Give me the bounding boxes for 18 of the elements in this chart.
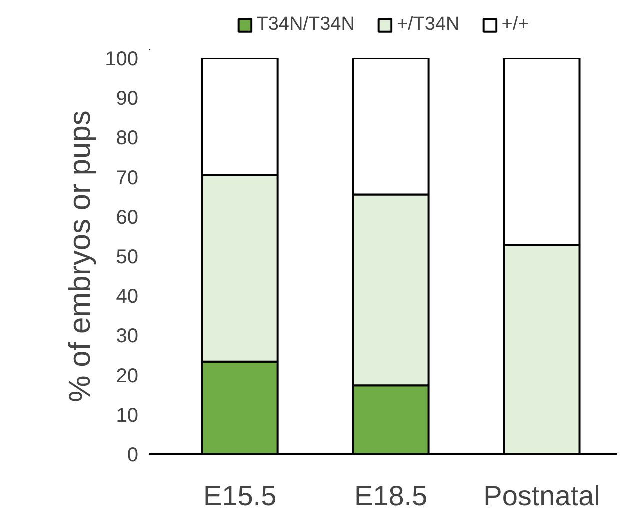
y-tick-label: 60 xyxy=(116,206,139,229)
x-tick-label: E18.5 xyxy=(354,480,428,512)
y-tick-label: 0 xyxy=(127,444,138,466)
legend-label: +/T34N xyxy=(396,14,460,36)
y-tick-label: 70 xyxy=(116,167,139,190)
y-tick-label: 40 xyxy=(116,286,139,308)
x-tick-label: E15.5 xyxy=(203,480,277,512)
y-tick-label: 80 xyxy=(116,128,139,150)
legend-label: T34N/T34N xyxy=(256,14,355,36)
y-tick-label: 20 xyxy=(116,365,139,388)
y-tick-label: 30 xyxy=(116,326,139,348)
y-tick-label: 50 xyxy=(116,246,139,268)
y-tick-label: 100 xyxy=(105,48,139,70)
legend-label: +/+ xyxy=(502,14,530,36)
x-tick-label: Postnatal xyxy=(484,480,600,512)
y-tick-label: 90 xyxy=(116,88,139,110)
y-tick-label: 10 xyxy=(116,404,139,427)
y-axis-title: % of embryos or pups xyxy=(64,110,98,402)
